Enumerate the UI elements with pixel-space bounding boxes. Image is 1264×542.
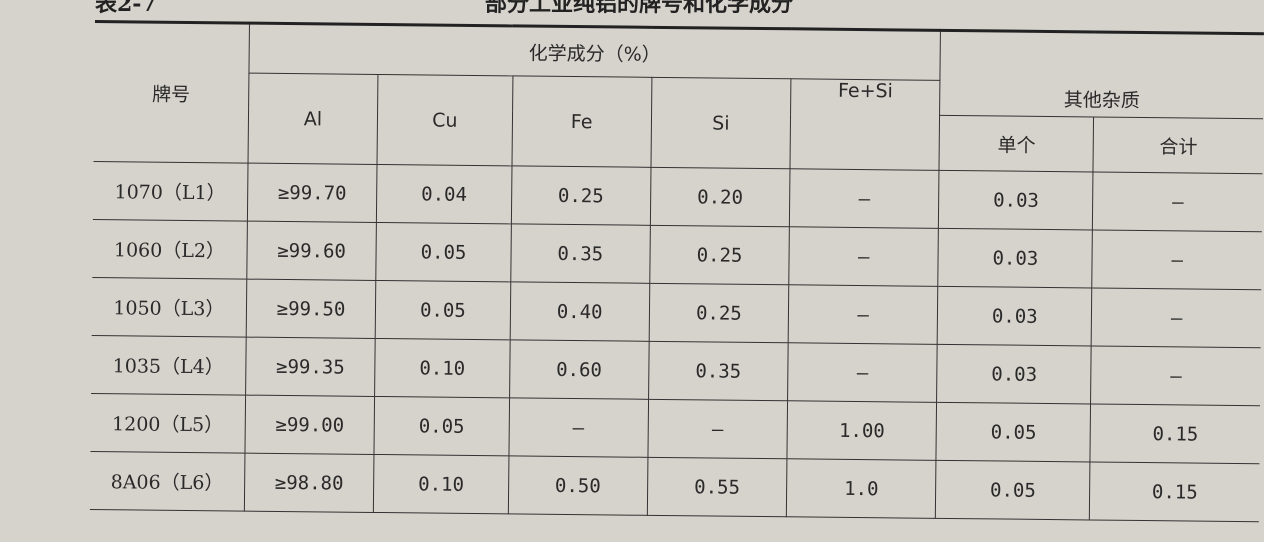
header-single: 单个 xyxy=(939,115,1094,172)
cell-cu: 0.05 xyxy=(375,280,511,340)
cell-fe-si: — xyxy=(788,284,939,345)
table-number: 表2-7 xyxy=(95,0,157,17)
cell-al: ≥99.70 xyxy=(247,163,378,223)
header-grade: 牌号 xyxy=(93,21,250,164)
cell-al: ≥98.80 xyxy=(244,453,375,513)
cell-total: — xyxy=(1090,345,1261,406)
cell-fe: 0.35 xyxy=(510,223,651,284)
cell-cu: 0.04 xyxy=(376,164,512,224)
cell-fe-si: — xyxy=(788,226,939,287)
cell-cu: 0.05 xyxy=(374,396,510,456)
cell-si: 0.25 xyxy=(649,225,790,285)
cell-grade: 1200（L5） xyxy=(90,393,246,454)
cell-al: ≥99.35 xyxy=(245,337,376,397)
cell-fe: 0.50 xyxy=(507,455,648,516)
cell-si: 0.35 xyxy=(648,341,789,401)
cell-fe: 0.25 xyxy=(510,165,651,226)
cell-al: ≥99.00 xyxy=(244,395,375,455)
header-chemical-composition: 化学成分（%） xyxy=(248,23,941,81)
cell-grade: 1050（L3） xyxy=(91,277,247,338)
cell-total: 0.15 xyxy=(1089,461,1260,522)
cell-fe: — xyxy=(508,397,649,458)
cell-single: 0.03 xyxy=(938,228,1093,288)
cell-fe: 0.40 xyxy=(509,281,650,342)
cell-total: — xyxy=(1092,229,1262,290)
cell-si: — xyxy=(647,399,788,459)
header-al: Al xyxy=(247,73,379,165)
composition-table: 牌号 化学成分（%） Al Cu Fe Si Fe+Si 其他杂质 单个 合计 … xyxy=(89,20,1264,523)
cell-fe-si: — xyxy=(787,342,938,403)
header-cu: Cu xyxy=(377,74,513,166)
header-other-impurities: 其他杂质 xyxy=(939,80,1264,119)
cell-si: 0.25 xyxy=(648,283,789,343)
cell-fe-si: 1.0 xyxy=(786,458,937,519)
cell-cu: 0.10 xyxy=(373,454,509,514)
cell-single: 0.05 xyxy=(935,460,1091,520)
cell-single: 0.05 xyxy=(936,402,1091,462)
header-si: Si xyxy=(650,77,792,169)
cell-fe: 0.60 xyxy=(509,339,649,400)
cell-si: 0.55 xyxy=(647,457,788,517)
header-total: 合计 xyxy=(1093,116,1264,174)
cell-fe-si: — xyxy=(789,168,940,229)
cell-single: 0.03 xyxy=(938,170,1094,230)
cell-single: 0.03 xyxy=(937,286,1093,346)
cell-grade: 1060（L2） xyxy=(92,219,248,280)
cell-cu: 0.10 xyxy=(374,338,510,398)
cell-grade: 1035（L4） xyxy=(91,335,246,396)
cell-total: — xyxy=(1091,287,1262,348)
cell-al: ≥99.50 xyxy=(245,279,377,339)
cell-total: — xyxy=(1092,171,1263,232)
cell-al: ≥99.60 xyxy=(246,221,377,281)
cell-single: 0.03 xyxy=(936,344,1092,404)
cell-grade: 8A06（L6） xyxy=(89,451,245,512)
cell-fe-si: 1.00 xyxy=(787,400,937,461)
cell-si: 0.20 xyxy=(650,167,791,227)
header-fe: Fe xyxy=(511,75,652,168)
cell-cu: 0.05 xyxy=(376,222,511,282)
table-title: 部分工业纯铝的牌号和化学成分 xyxy=(485,0,794,17)
cell-grade: 1070（L1） xyxy=(92,161,248,222)
header-fe-si: Fe+Si xyxy=(790,78,941,171)
table-row: 8A06（L6） ≥98.80 0.10 0.50 0.55 1.0 0.05 0.15 xyxy=(89,451,1260,522)
cell-total: 0.15 xyxy=(1090,403,1261,464)
